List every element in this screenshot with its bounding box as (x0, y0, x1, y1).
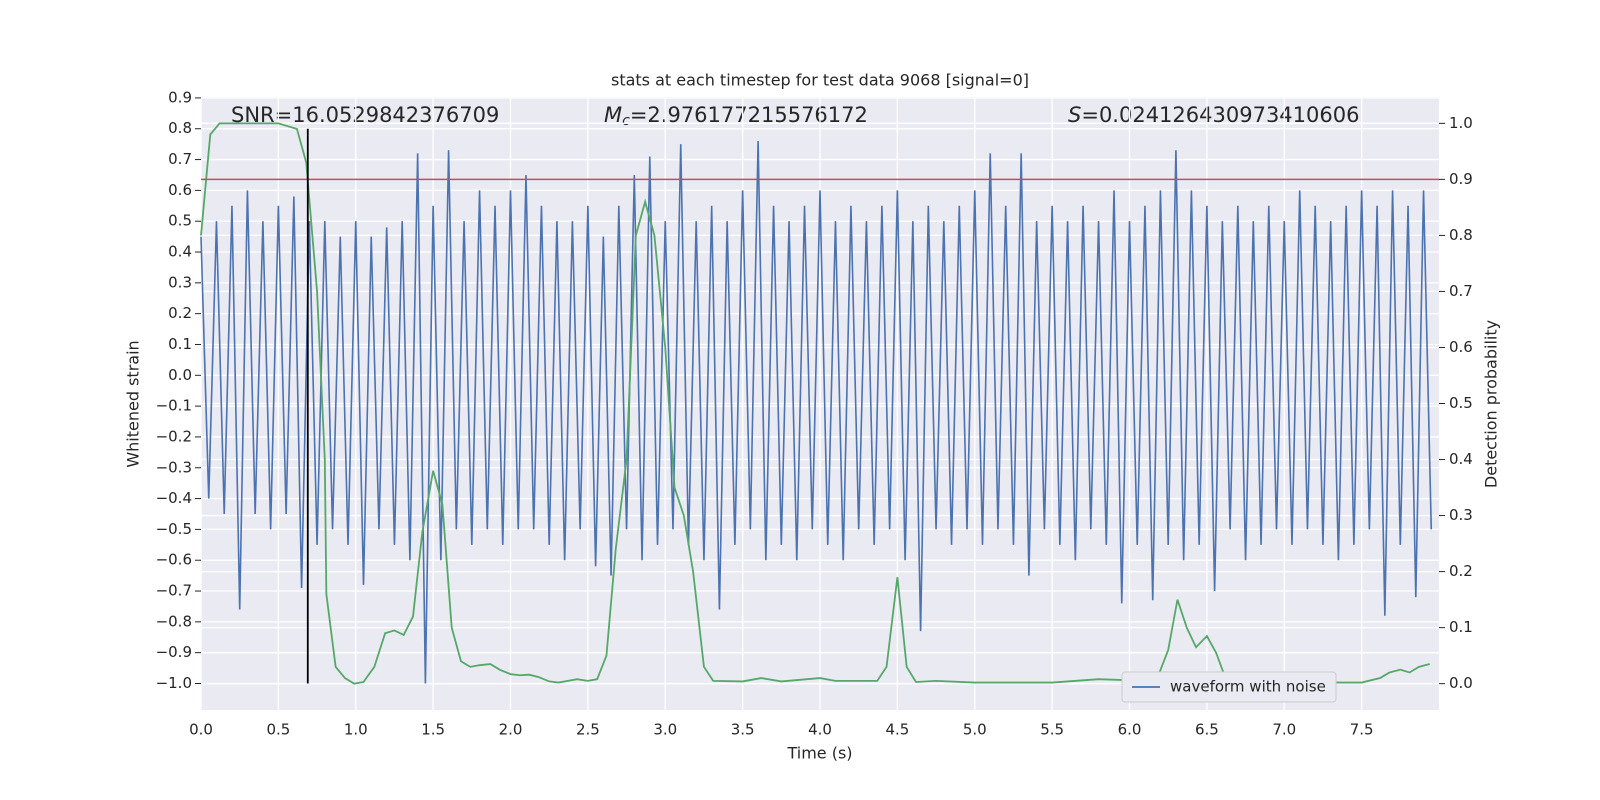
y-tick-label: −1.0 (156, 674, 192, 692)
y-tick-label: −0.8 (156, 612, 192, 630)
y-tick-label: 0.3 (168, 273, 192, 291)
y-tick-label: 0.7 (168, 150, 192, 168)
y-tick-label: 0.2 (168, 304, 192, 322)
data (200, 122, 1439, 685)
x-tick-label: 0.5 (266, 721, 290, 739)
x-axis-label: Time (s) (786, 744, 852, 763)
y-tick-label: −0.4 (156, 489, 192, 507)
y-tick-label: −0.3 (156, 458, 192, 476)
y-tick-label: 0.1 (168, 335, 192, 353)
y2-tick-label: 0.7 (1449, 282, 1473, 300)
y2-tick-label: 1.0 (1449, 114, 1473, 132)
x-tick-label: 3.5 (731, 721, 755, 739)
legend-label: waveform with noise (1170, 678, 1326, 696)
legend-box (1121, 671, 1337, 703)
y-tick-label: 0.4 (168, 243, 192, 261)
y2-axis-label: Detection probability (1482, 320, 1501, 488)
y-tick-label: −0.2 (156, 427, 192, 445)
x-tick-label: 2.0 (499, 721, 523, 739)
y-tick-label: 0.9 (168, 88, 192, 106)
series-line (200, 122, 1430, 685)
y2-tick-label: 0.4 (1449, 450, 1473, 468)
y2-tick-label: 0.3 (1449, 506, 1473, 524)
x-tick-label: 0.0 (189, 721, 213, 739)
y2-tick-label: 0.1 (1449, 618, 1473, 636)
chart-title: stats at each timestep for test data 906… (611, 71, 1029, 90)
x-tick-label: 7.0 (1272, 721, 1296, 739)
annotation-symbol: S (1068, 103, 1081, 127)
annotation-subscript: c (622, 113, 630, 129)
y-axis-label: Whitened strain (124, 340, 143, 467)
y-tick-label: −0.5 (156, 520, 192, 538)
y2-tick-label: 0.9 (1449, 170, 1473, 188)
x-tick-label: 1.0 (344, 721, 368, 739)
y2-tick-label: 0.8 (1449, 226, 1473, 244)
y-tick-label: 0.5 (168, 212, 192, 230)
x-tick-label: 2.5 (576, 721, 600, 739)
y-tick-label: 0.0 (168, 366, 192, 384)
y-tick-label: 0.8 (168, 119, 192, 137)
x-tick-label: 4.0 (808, 721, 832, 739)
x-tick-label: 7.5 (1350, 721, 1374, 739)
y2-tick-label: 0.6 (1449, 338, 1473, 356)
x-tick-label: 4.5 (885, 721, 909, 739)
annotation: Mc=2.976177215576172 (604, 103, 868, 129)
x-tick-label: 3.0 (653, 721, 677, 739)
y-tick-label: −0.9 (156, 643, 192, 661)
y2-tick-label: 0.2 (1449, 562, 1473, 580)
annotation-symbol: M (604, 103, 622, 127)
x-tick-label: 6.5 (1195, 721, 1219, 739)
y2-tick-label: 0.0 (1449, 674, 1473, 692)
series-line (200, 141, 1433, 684)
y-tick-label: −0.1 (156, 397, 192, 415)
y-tick-label: −0.7 (156, 582, 192, 600)
x-tick-label: 5.5 (1040, 721, 1064, 739)
y2-tick-label: 0.5 (1449, 394, 1473, 412)
y-tick-label: −0.6 (156, 551, 192, 569)
x-tick-label: 5.0 (963, 721, 987, 739)
x-tick-label: 6.0 (1118, 721, 1142, 739)
y-tick-label: 0.6 (168, 181, 192, 199)
x-tick-label: 1.5 (421, 721, 445, 739)
